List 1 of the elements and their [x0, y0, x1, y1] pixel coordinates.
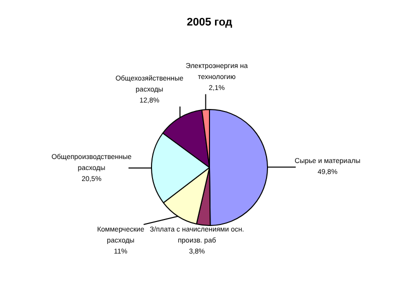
chart-title: 2005 год: [186, 16, 232, 28]
